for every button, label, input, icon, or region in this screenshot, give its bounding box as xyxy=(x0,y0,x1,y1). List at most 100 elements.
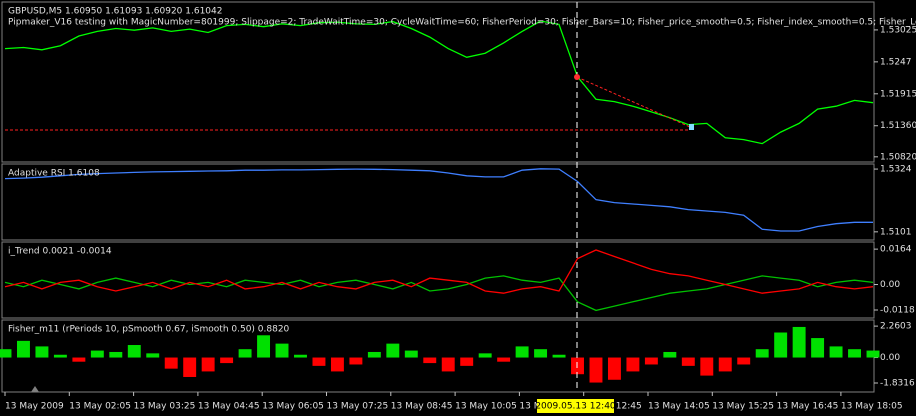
histogram-bar xyxy=(755,349,769,358)
y-tick-label: 2.2603 xyxy=(880,322,912,332)
histogram-bar xyxy=(811,338,825,358)
time-axis: 13 May 2009 13 May 02:05 13 May 03:25 13 Ma… xyxy=(4,392,903,413)
histogram-bar xyxy=(0,349,12,358)
histogram-bar xyxy=(626,357,640,372)
x-tick-label: 13 May 06:05 xyxy=(262,402,324,412)
series-line xyxy=(4,275,874,312)
panel-frame xyxy=(1,163,875,241)
indicator-panel: 0.0164 0.00 -0.0118 i_Trend 0.0021 -0.0014 xyxy=(1,241,915,319)
histogram-bar xyxy=(53,354,67,358)
scroll-marker xyxy=(31,386,39,392)
panels: 1.53025 1.5247 1.51915 1.51360 1.50820 GBPUSD… xyxy=(0,1,916,393)
panel-frame xyxy=(1,241,875,319)
y-tick-label: 1.5101 xyxy=(880,227,912,237)
x-tick-label: 13 May 16:45 xyxy=(777,402,839,412)
series-line xyxy=(4,20,874,145)
y-tick-label: 1.51360 xyxy=(880,121,916,131)
histogram-bar xyxy=(497,357,511,362)
histogram-bar xyxy=(774,332,788,358)
indicator-panel: 1.5324 1.5101 Adaptive RSI 1.6108 xyxy=(1,163,912,241)
series-line xyxy=(4,168,873,232)
histogram-bar xyxy=(571,357,584,375)
x-tick-label: 13 M xyxy=(519,402,541,412)
histogram-bar xyxy=(607,357,621,380)
x-tick-label: 12:45 xyxy=(616,402,642,412)
cursor-label-box xyxy=(537,399,614,413)
x-tick-label: 13 May 04:45 xyxy=(198,402,260,412)
histogram-bar xyxy=(90,350,104,358)
trade-line xyxy=(576,76,691,128)
histogram-bar xyxy=(257,335,271,358)
y-tick-label: 1.5324 xyxy=(880,165,912,175)
panel-subtitle: Pipmaker_V16 testing with MagicNumber=80… xyxy=(8,18,916,28)
histogram-bar xyxy=(718,357,732,372)
y-tick-label: 1.5247 xyxy=(880,57,912,67)
x-tick-label: 13 May 14:05 xyxy=(648,402,710,412)
histogram-bar xyxy=(330,357,344,372)
x-tick-label: 13 May 08:45 xyxy=(391,402,453,412)
histogram-bar xyxy=(404,350,418,358)
y-tick-label: 1.53025 xyxy=(880,25,916,35)
y-tick-label: 0.00 xyxy=(880,353,900,363)
x-tick-label: 13 May 10:05 xyxy=(455,402,517,412)
y-tick-label: 1.50820 xyxy=(880,152,916,162)
series-line xyxy=(4,249,874,294)
histogram-bar xyxy=(109,351,123,358)
close-marker xyxy=(689,124,694,130)
indicator-panel: 1.53025 1.5247 1.51915 1.51360 1.50820 GBPUSD… xyxy=(1,1,916,163)
panel-title: Adaptive RSI 1.6108 xyxy=(8,169,100,179)
y-tick-label: -1.8316 xyxy=(880,378,915,388)
histogram-bar xyxy=(35,346,49,358)
histogram-bar xyxy=(183,357,197,377)
panel-frame xyxy=(1,1,875,163)
x-tick-label: 13 May 02:05 xyxy=(69,402,131,412)
x-tick-label: 13 May 03:25 xyxy=(134,402,196,412)
histogram-bar xyxy=(829,346,843,358)
histogram-bar xyxy=(386,343,400,358)
histogram-bar xyxy=(737,357,751,365)
x-tick-label: 13 May 2009 xyxy=(5,402,64,412)
y-tick-label: 1.51915 xyxy=(880,89,916,99)
panel-title: GBPUSD,M5 1.60950 1.61093 1.60920 1.6104… xyxy=(8,7,222,17)
y-tick-label: 0.0164 xyxy=(880,245,912,255)
histogram-bar xyxy=(866,350,880,358)
x-tick-label: 13 May 07:25 xyxy=(327,402,389,412)
histogram-bar xyxy=(17,340,30,358)
histogram-bar xyxy=(552,354,566,358)
cursor-label: 2009.05.13 12:40 xyxy=(535,402,616,412)
histogram-bar xyxy=(441,357,455,372)
panel-title: Fisher_m11 (rPeriods 10, pSmooth 0.67, i… xyxy=(8,325,290,335)
histogram-bar xyxy=(146,353,160,358)
histogram-bar xyxy=(238,349,252,358)
histogram-bar xyxy=(127,345,141,358)
x-tick-label: 13 May 15:25 xyxy=(712,402,774,412)
y-tick-label: -0.0118 xyxy=(880,306,915,316)
histogram-bar xyxy=(349,357,363,365)
histogram-bar xyxy=(663,351,677,358)
panel-title: i_Trend 0.0021 -0.0014 xyxy=(8,247,112,257)
histogram-bar xyxy=(534,349,548,358)
histogram-bar xyxy=(460,357,474,366)
histogram-bar xyxy=(367,351,381,358)
histogram-bar xyxy=(164,357,178,369)
histogram-bar xyxy=(201,357,215,372)
histogram-bar xyxy=(423,357,437,364)
histogram-bar xyxy=(792,326,806,358)
y-tick-label: 0.00 xyxy=(880,280,900,290)
histogram-bar xyxy=(72,357,86,362)
histogram-bar xyxy=(478,353,492,358)
histogram-bar xyxy=(312,357,326,366)
trade-marker xyxy=(574,74,580,80)
histogram-bar xyxy=(700,357,714,376)
histogram-bar xyxy=(681,357,695,366)
histogram-bar xyxy=(275,343,289,358)
histogram-bar xyxy=(220,357,234,364)
histogram-bar xyxy=(848,349,861,358)
histogram-bar xyxy=(294,354,307,358)
x-tick-label: 13 May 18:05 xyxy=(841,402,903,412)
histogram-bar xyxy=(589,357,603,383)
histogram-bar xyxy=(644,357,658,365)
histogram-bar xyxy=(515,346,529,358)
